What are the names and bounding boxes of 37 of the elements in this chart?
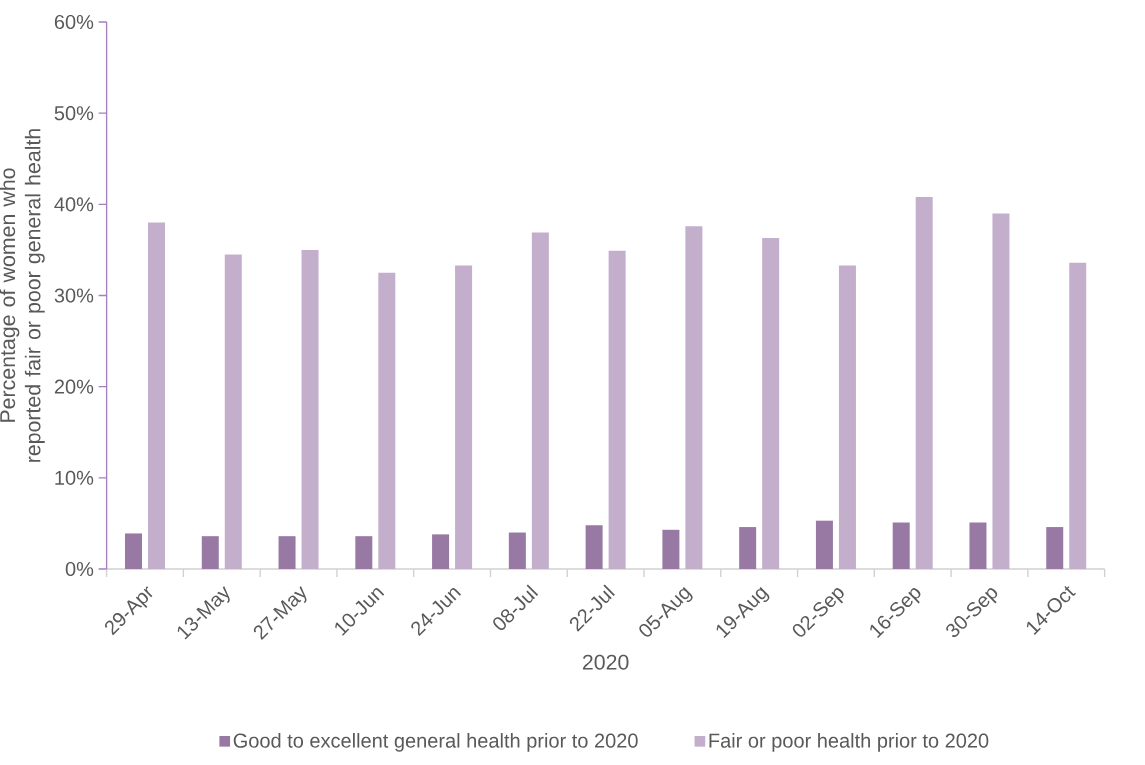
y-tick-label: 30%	[54, 288, 94, 303]
x-axis-title: 2020	[582, 654, 629, 670]
bar	[455, 265, 473, 569]
bar	[508, 532, 526, 569]
bar	[915, 197, 933, 569]
y-tick-label: 40%	[54, 197, 94, 212]
bar	[992, 213, 1010, 569]
bar	[1069, 262, 1087, 569]
bar	[125, 533, 142, 569]
bar	[224, 254, 242, 569]
bar	[531, 232, 549, 569]
y-tick-label: 60%	[54, 14, 94, 30]
bar	[739, 527, 757, 569]
bar	[838, 265, 856, 569]
y-tick-label: 20%	[54, 379, 94, 394]
y-tick-label: 10%	[55, 470, 94, 485]
y-tick-label: 0%	[65, 561, 94, 577]
bar	[355, 536, 373, 569]
bar	[969, 522, 987, 569]
legend-label: Good to excellent general health prior to 2020	[233, 733, 638, 752]
bar	[148, 222, 166, 569]
bar	[662, 529, 680, 569]
bar	[892, 522, 910, 569]
bar	[432, 534, 450, 569]
bar	[1046, 527, 1064, 569]
bar	[815, 520, 833, 569]
bar	[608, 250, 626, 569]
bar	[278, 536, 296, 569]
bar	[685, 226, 703, 569]
y-axis-title: Percentage of women who reported fair or poor general health	[0, 129, 45, 462]
bar	[585, 525, 603, 569]
bar	[378, 272, 396, 569]
bar	[762, 238, 780, 569]
legend-label: Fair or poor health prior to 2020	[709, 733, 989, 752]
bar	[201, 536, 219, 569]
bar	[301, 249, 319, 569]
y-tick-label: 50%	[54, 106, 94, 121]
